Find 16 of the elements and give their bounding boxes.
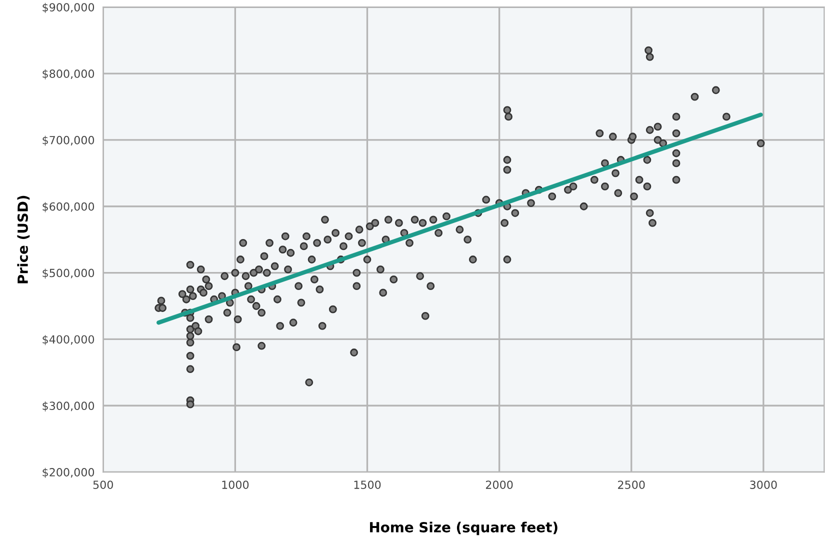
x-tick-label: 2500: [618, 480, 645, 489]
x-tick-label: 3000: [750, 480, 777, 489]
y-tick-label: $400,000: [42, 334, 94, 346]
x-tick-label: 1000: [222, 480, 249, 489]
x-tick-label: 1500: [354, 480, 381, 489]
y-tick-label: $200,000: [42, 468, 94, 478]
y-axis-title: Price (USD): [17, 196, 30, 284]
y-tick-label: $300,000: [42, 401, 94, 412]
x-axis-title: Home Size (square feet): [370, 522, 558, 536]
y-tick-label: $600,000: [42, 202, 94, 212]
y-tick-label: $500,000: [42, 268, 94, 279]
y-tick-label: $700,000: [42, 136, 94, 146]
y-tick-label: $900,000: [42, 2, 94, 13]
y-tick-label: $800,000: [42, 69, 94, 80]
x-tick-label: 500: [93, 480, 113, 489]
x-tick-label: 2000: [486, 480, 513, 489]
